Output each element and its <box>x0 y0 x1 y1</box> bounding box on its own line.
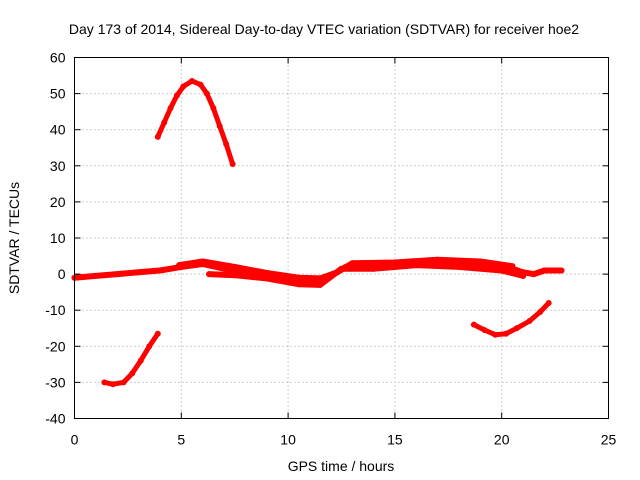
data-point <box>295 274 302 281</box>
data-point <box>370 265 377 272</box>
data-point <box>189 78 195 84</box>
data-point <box>231 272 238 279</box>
data-point <box>137 357 144 364</box>
data-point <box>520 272 527 279</box>
data-point <box>199 258 206 265</box>
data-point <box>161 119 168 126</box>
y-tick-label: 60 <box>50 50 66 66</box>
data-point <box>263 270 270 276</box>
data-point <box>498 267 505 274</box>
data-point <box>477 258 484 265</box>
data-point <box>513 325 520 332</box>
data-series <box>71 78 565 388</box>
data-point <box>481 327 488 334</box>
data-point <box>413 262 420 269</box>
data-point <box>216 123 223 130</box>
x-tick-label: 15 <box>387 432 403 448</box>
chart-title: Day 173 of 2014, Sidereal Day-to-day VTE… <box>69 21 579 37</box>
axis-ticks: 0 5 10 15 20 25 -40 -30 -20 -10 0 10 20 30 40 50 60 <box>45 50 616 448</box>
data-point <box>317 281 324 288</box>
y-tick-label: 20 <box>50 194 66 210</box>
y-tick-label: -20 <box>45 338 65 354</box>
data-point <box>349 260 356 267</box>
data-point <box>174 92 180 99</box>
data-point <box>129 370 136 377</box>
data-point <box>109 381 116 388</box>
data-point <box>541 267 548 274</box>
data-point <box>101 379 108 386</box>
grid <box>74 57 609 419</box>
y-tick-label: 50 <box>50 86 66 102</box>
x-tick-label: 20 <box>494 432 510 448</box>
y-tick-label: 10 <box>50 230 66 246</box>
series-satellite-arc-low-left <box>101 331 161 387</box>
data-point <box>295 281 302 288</box>
data-point <box>223 141 230 148</box>
y-tick-label: 30 <box>50 158 66 174</box>
data-point <box>167 105 174 111</box>
x-tick-label: 25 <box>601 432 617 448</box>
data-point <box>229 161 236 167</box>
data-point <box>338 265 345 272</box>
x-tick-label: 0 <box>71 432 79 448</box>
data-point <box>114 271 121 278</box>
data-point <box>146 343 153 350</box>
data-point <box>180 83 187 90</box>
data-point <box>537 309 544 315</box>
x-axis-label: GPS time / hours <box>288 458 395 474</box>
y-tick-label: 40 <box>50 122 66 138</box>
data-point <box>434 256 441 263</box>
data-point <box>120 379 127 386</box>
data-point <box>503 330 509 337</box>
data-point <box>526 318 533 324</box>
data-point <box>197 81 204 88</box>
data-point <box>154 133 161 140</box>
y-tick-label: -10 <box>45 302 65 318</box>
x-tick-label: 5 <box>177 432 185 448</box>
data-point <box>92 272 99 279</box>
data-point <box>492 331 499 338</box>
data-point <box>231 263 238 270</box>
data-point <box>530 271 537 278</box>
y-tick-label: -40 <box>45 411 65 427</box>
data-point <box>558 267 565 274</box>
data-point <box>509 263 516 270</box>
data-point <box>154 330 161 337</box>
data-point <box>317 275 324 282</box>
data-point <box>470 321 477 328</box>
data-point <box>263 275 270 282</box>
y-axis-label: SDTVAR / TECUs <box>6 182 22 294</box>
data-point <box>135 269 142 276</box>
data-point <box>545 300 552 306</box>
data-point <box>176 262 183 269</box>
data-point <box>156 267 163 274</box>
data-point <box>206 271 213 278</box>
data-point <box>210 105 217 111</box>
data-point <box>456 263 462 270</box>
y-tick-label: 0 <box>58 266 66 282</box>
data-point <box>203 90 210 97</box>
x-tick-label: 10 <box>280 432 296 448</box>
y-tick-label: -30 <box>45 374 65 390</box>
